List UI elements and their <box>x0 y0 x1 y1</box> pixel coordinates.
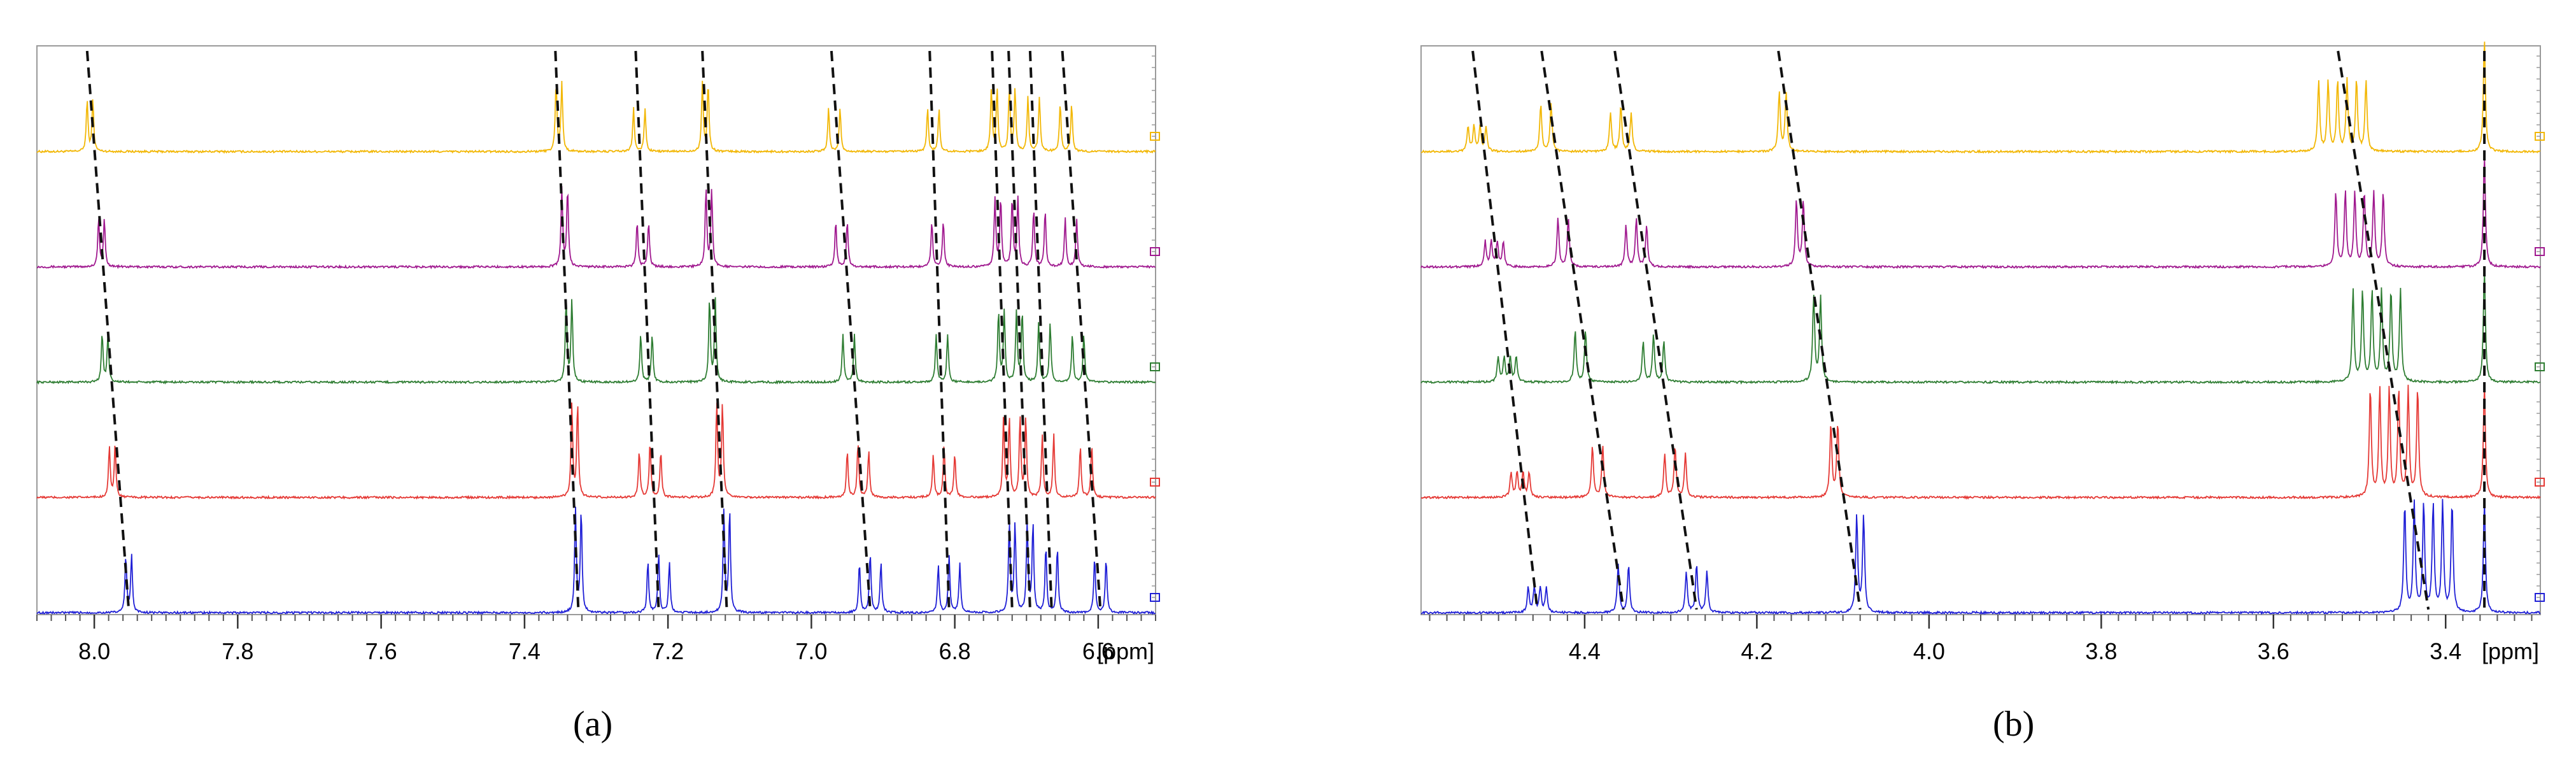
spectrum-trace-4 <box>36 402 1156 500</box>
panel-b-chart: 4.4 4.2 4.0 3.8 3.6 3.4 [ppm] <box>1420 41 2545 664</box>
series-marker-5 <box>2535 593 2545 602</box>
x-unit-label: [ppm] <box>2482 638 2539 664</box>
peak-shift-trend-line <box>1471 50 1539 610</box>
x-tick-label: 7.0 <box>795 638 827 664</box>
peak-shift-trend-line <box>830 50 872 610</box>
x-tick-label: 3.6 <box>2258 638 2289 664</box>
x-tick-label: 3.8 <box>2085 638 2117 664</box>
series-marker-2 <box>2535 247 2545 256</box>
x-tick-label: 3.4 <box>2430 638 2461 664</box>
peak-shift-trend-line <box>2337 50 2430 610</box>
series-marker-4 <box>1150 478 1160 487</box>
x-tick-label: 6.8 <box>939 638 971 664</box>
spectrum-trace-1 <box>36 80 1156 155</box>
series-marker-3 <box>1150 362 1160 371</box>
peak-shift-trend-line <box>928 50 951 610</box>
series-marker-2 <box>1150 247 1160 256</box>
peak-shift-trend-line <box>991 50 1014 610</box>
x-unit-label: [ppm] <box>1097 638 1154 664</box>
x-tick-label: 4.4 <box>1569 638 1601 664</box>
x-tick-label: 7.2 <box>652 638 684 664</box>
peak-shift-trend-line <box>701 50 728 610</box>
panel-b-label: (b) <box>1993 704 2035 744</box>
plot-frame <box>36 45 1156 615</box>
x-tick-label: 6.6 <box>1082 638 1114 664</box>
plot-frame <box>1420 45 2541 615</box>
series-marker-5 <box>1150 593 1160 602</box>
peak-shift-trend-line <box>1540 50 1625 610</box>
x-tick-label: 7.8 <box>222 638 253 664</box>
spectrum-trace-5 <box>36 506 1156 615</box>
spectrum-trace-2 <box>36 186 1156 269</box>
x-tick-label: 4.0 <box>1913 638 1945 664</box>
peak-shift-trend-line <box>1061 50 1102 610</box>
peak-shift-trend-line <box>1613 50 1698 610</box>
peak-shift-trend-line <box>554 50 580 610</box>
series-marker-1 <box>2535 132 2545 141</box>
peak-shift-trend-line <box>634 50 660 610</box>
spectrum-trace-1 <box>1420 41 2541 154</box>
series-marker-1 <box>1150 132 1160 141</box>
peak-shift-trend-line <box>1028 50 1053 610</box>
series-marker-3 <box>2535 362 2545 371</box>
spectrum-trace-3 <box>36 297 1156 385</box>
x-tick-label: 4.2 <box>1741 638 1773 664</box>
series-marker-4 <box>2535 478 2545 487</box>
peak-shift-trend-line <box>1777 50 1862 610</box>
panel-a-label: (a) <box>573 704 613 744</box>
spectrum-trace-2 <box>1420 158 2541 269</box>
panel-a-chart: 8.0 7.8 7.6 7.4 7.2 7.0 6.8 6.6[ppm] <box>36 45 1160 664</box>
x-tick-label: 8.0 <box>78 638 110 664</box>
spectrum-trace-4 <box>1420 385 2541 500</box>
x-tick-label: 7.4 <box>509 638 541 664</box>
spectrum-trace-3 <box>1420 272 2541 385</box>
peak-shift-trend-line <box>1007 50 1031 610</box>
peak-shift-trend-line <box>85 50 131 610</box>
spectrum-trace-5 <box>1420 499 2541 615</box>
x-tick-label: 7.6 <box>365 638 397 664</box>
